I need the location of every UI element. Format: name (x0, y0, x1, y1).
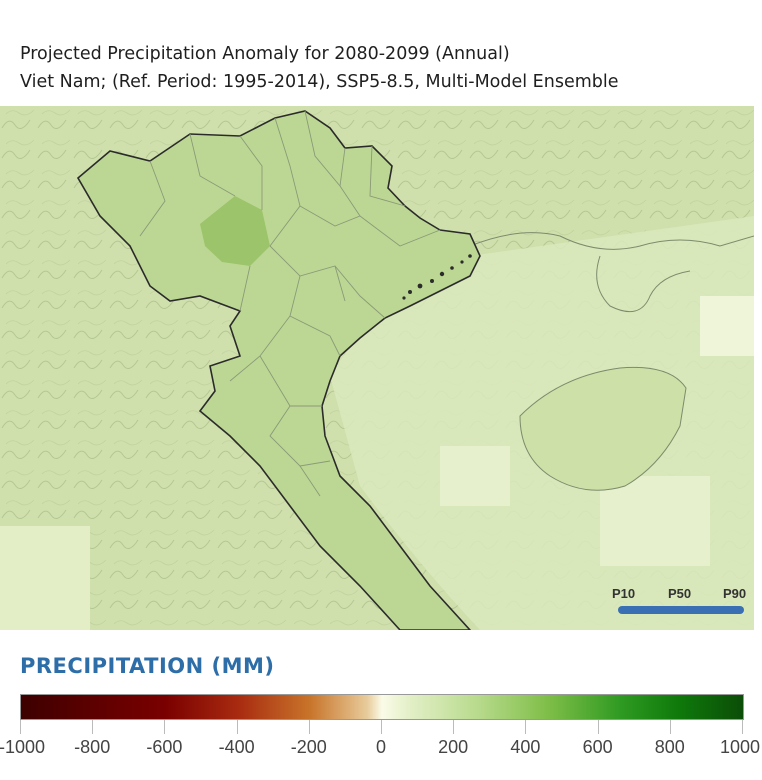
legend-tick (236, 720, 238, 734)
legend-tick (381, 720, 382, 734)
map-title: Projected Precipitation Anomaly for 2080… (20, 44, 510, 64)
legend-tick-label: 0 (375, 737, 387, 757)
hainan-island (519, 366, 687, 491)
map-view[interactable]: Disclaimer (0, 106, 754, 630)
grid-cell (440, 446, 510, 506)
legend-tick (92, 720, 94, 734)
map-subtitle: Viet Nam; (Ref. Period: 1995-2014), SSP5… (20, 72, 619, 92)
percentile-labels: P10 P50 P90 (608, 586, 754, 602)
percentile-p90[interactable]: P90 (723, 586, 747, 601)
province-lines (139, 110, 441, 497)
legend-color-bar (20, 694, 744, 720)
legend-tick (453, 720, 455, 734)
percentile-p50[interactable]: P50 (668, 586, 692, 601)
coastline (469, 232, 754, 250)
legend-tick-label: 800 (654, 737, 685, 757)
percentile-p10[interactable]: P10 (612, 586, 636, 601)
grid-cell (600, 476, 710, 566)
legend-tick (525, 720, 527, 734)
province-dark (200, 196, 270, 266)
legend-tick-label: 1000 (719, 737, 761, 757)
legend-tick-label: -600 (146, 737, 183, 757)
legend-tick (669, 720, 671, 734)
halong-islands (402, 254, 472, 300)
legend-title: PRECIPITATION (MM) (20, 654, 275, 678)
legend-tick-label: 200 (438, 737, 469, 757)
legend-tick-label: -200 (290, 737, 327, 757)
legend-tick (742, 720, 743, 734)
map-canvas[interactable] (0, 106, 754, 630)
legend-tick-label: -800 (74, 737, 111, 757)
legend-tick (20, 720, 21, 734)
legend-tick (308, 720, 310, 734)
legend-tick-label: 400 (510, 737, 541, 757)
legend-tick (597, 720, 599, 734)
grid-cell (0, 526, 90, 630)
percentile-slider[interactable] (618, 606, 744, 614)
coastline (596, 255, 691, 313)
map-title-block: Projected Precipitation Anomaly for 2080… (20, 40, 619, 96)
legend-tick (164, 720, 166, 734)
grid-cell (700, 296, 754, 356)
legend-tick-label: 600 (582, 737, 613, 757)
legend-tick-label: -400 (218, 737, 255, 757)
legend-tick-label: -1000 (0, 737, 46, 757)
